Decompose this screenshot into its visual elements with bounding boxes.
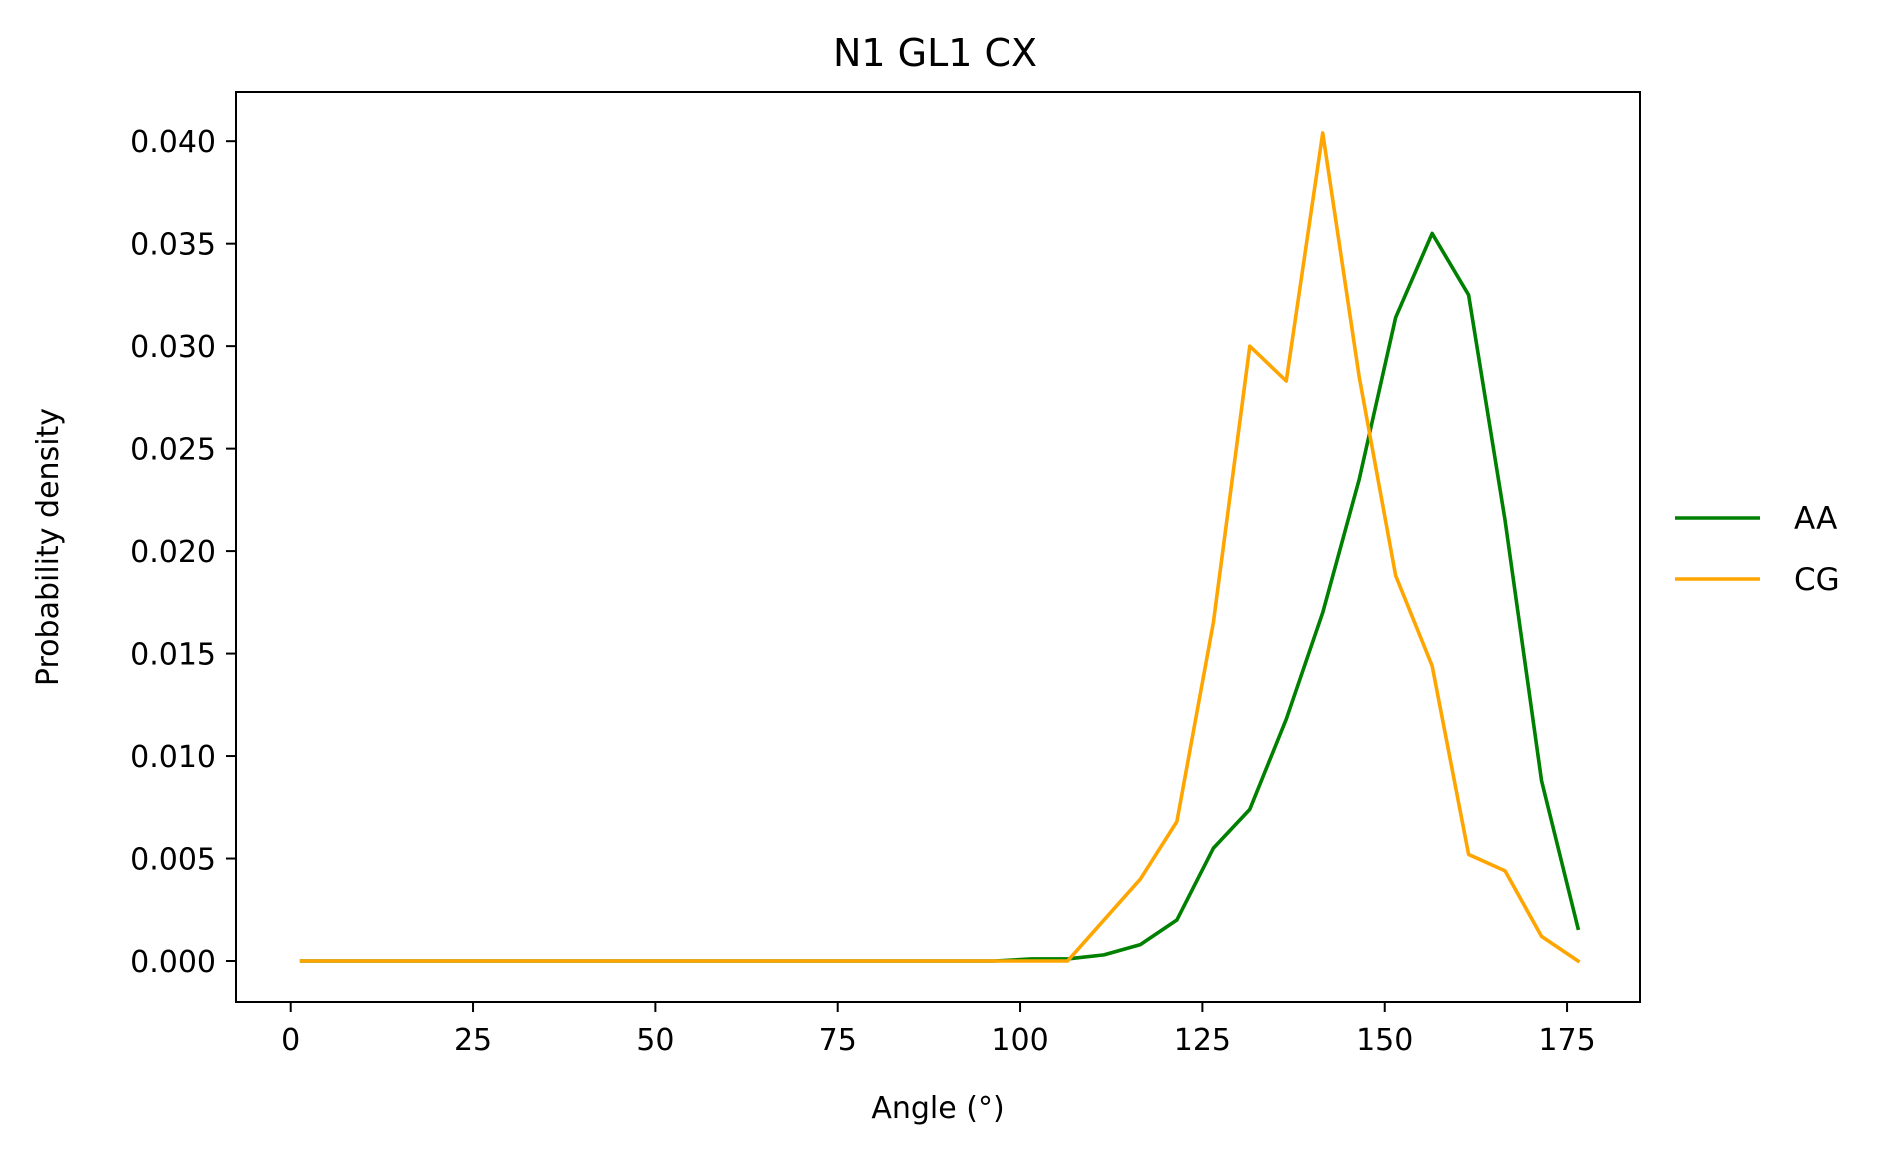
plot-frame: [235, 91, 1641, 1003]
y-axis: 0.000 0.005 0.010 0.015 0.020 0.025 0.030 0.035…: [130, 125, 236, 980]
y-tick-label: 0.000: [130, 945, 216, 980]
x-tick-label: 150: [1356, 1023, 1413, 1058]
y-tick-label: 0.035: [130, 228, 216, 263]
series-layer: [299, 131, 1581, 964]
legend-label-aa: AA: [1794, 501, 1837, 537]
x-tick-label: 175: [1538, 1023, 1595, 1058]
series-line-cg: [299, 131, 1581, 964]
legend: AA CG: [1675, 501, 1840, 598]
y-tick-label: 0.025: [130, 433, 216, 468]
x-tick-label: 75: [819, 1023, 857, 1058]
y-tick-label: 0.005: [130, 843, 216, 878]
y-tick-label: 0.040: [130, 125, 216, 160]
y-tick-label: 0.030: [130, 330, 216, 365]
y-tick-label: 0.010: [130, 740, 216, 775]
chart-title: N1 GL1 CX: [833, 31, 1037, 75]
x-tick-label: 25: [454, 1023, 492, 1058]
legend-label-cg: CG: [1794, 562, 1840, 598]
x-tick-label: 125: [1174, 1023, 1231, 1058]
x-tick-label: 50: [636, 1023, 674, 1058]
y-axis-label: Probability density: [31, 408, 66, 686]
x-axis-label: Angle (°): [871, 1091, 1004, 1126]
x-tick-label: 100: [991, 1023, 1048, 1058]
x-tick-label: 0: [281, 1023, 300, 1058]
x-axis: 0 25 50 75 100 125 150 175: [281, 1002, 1596, 1058]
y-tick-label: 0.015: [130, 638, 216, 673]
y-tick-label: 0.020: [130, 535, 216, 570]
